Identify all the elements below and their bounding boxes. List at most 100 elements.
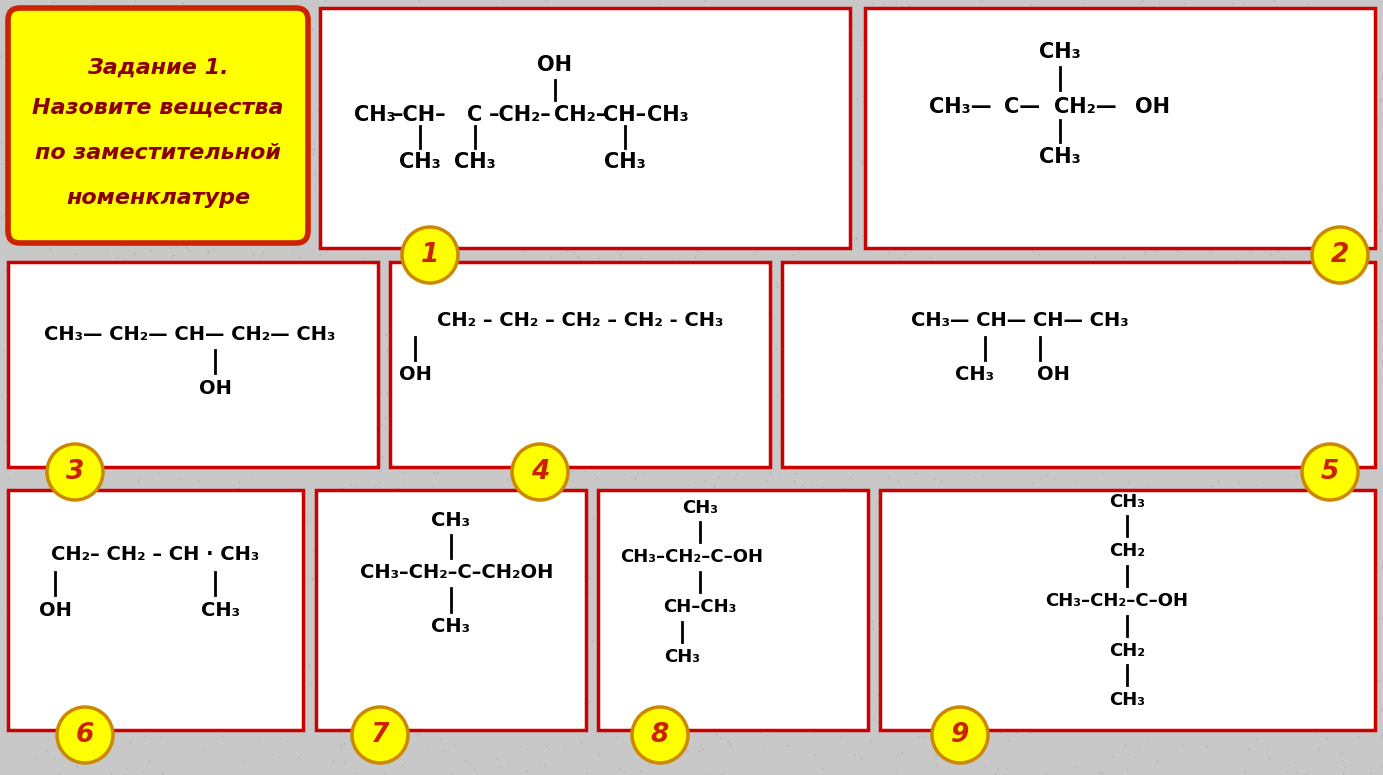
Point — [235, 322, 257, 335]
Point — [423, 556, 445, 569]
Point — [458, 334, 480, 346]
Point — [1191, 374, 1213, 386]
Circle shape — [632, 707, 687, 763]
Point — [591, 95, 613, 107]
Point — [1268, 76, 1290, 88]
Point — [960, 449, 982, 462]
Point — [285, 362, 307, 374]
Point — [1167, 49, 1189, 61]
Point — [1296, 125, 1318, 137]
Point — [11, 109, 33, 121]
Point — [686, 672, 708, 684]
Point — [833, 495, 855, 508]
Circle shape — [1301, 444, 1358, 500]
Text: OH: OH — [1037, 366, 1069, 384]
Point — [752, 120, 774, 133]
Point — [820, 289, 842, 301]
Point — [111, 0, 133, 12]
Point — [632, 36, 654, 49]
Point — [993, 119, 1015, 132]
Point — [458, 104, 480, 116]
Point — [183, 334, 205, 346]
Point — [239, 488, 261, 501]
Point — [278, 352, 300, 364]
Point — [8, 713, 30, 725]
Point — [224, 257, 246, 270]
Point — [127, 115, 149, 127]
Point — [1271, 151, 1293, 164]
Point — [1245, 234, 1267, 246]
Point — [1231, 367, 1253, 379]
Point — [1044, 661, 1066, 673]
Point — [32, 463, 54, 475]
Point — [113, 390, 136, 402]
Point — [427, 430, 449, 443]
Point — [639, 757, 661, 770]
Point — [0, 265, 18, 277]
Point — [397, 629, 419, 642]
Point — [53, 147, 75, 160]
Point — [578, 360, 600, 373]
Point — [799, 577, 822, 589]
Point — [708, 550, 730, 563]
Point — [223, 626, 245, 639]
Point — [671, 216, 693, 229]
Point — [32, 255, 54, 267]
Point — [409, 505, 431, 518]
Point — [584, 76, 606, 88]
Point — [1075, 215, 1097, 227]
Point — [429, 368, 451, 381]
Point — [815, 423, 837, 436]
Point — [638, 81, 660, 93]
Point — [1362, 678, 1383, 691]
Point — [409, 135, 431, 147]
Point — [303, 143, 325, 156]
Point — [1268, 692, 1290, 704]
Point — [271, 356, 293, 368]
Point — [393, 465, 415, 477]
Point — [802, 683, 824, 695]
Point — [112, 691, 134, 704]
Point — [1123, 90, 1145, 102]
Point — [1252, 206, 1274, 219]
Point — [967, 702, 989, 715]
Point — [757, 492, 779, 505]
Point — [48, 140, 71, 152]
Point — [219, 219, 241, 232]
Point — [387, 565, 409, 577]
Text: CH₃–CH₂–C–OH: CH₃–CH₂–C–OH — [1046, 592, 1188, 610]
Point — [672, 522, 694, 534]
Point — [166, 158, 188, 170]
Point — [1310, 362, 1332, 374]
Point — [384, 456, 407, 468]
Point — [207, 282, 230, 294]
Point — [188, 115, 210, 128]
Point — [39, 242, 61, 254]
Point — [687, 407, 709, 419]
Point — [810, 27, 833, 40]
Point — [987, 153, 1010, 165]
Point — [820, 535, 842, 547]
Point — [120, 325, 142, 337]
Point — [37, 638, 59, 650]
Point — [994, 704, 1017, 716]
Point — [466, 386, 488, 398]
Point — [802, 9, 824, 22]
Point — [570, 264, 592, 276]
Text: CH–: CH– — [603, 105, 647, 125]
Point — [51, 220, 73, 232]
Point — [921, 228, 943, 240]
Point — [83, 0, 105, 11]
Point — [957, 145, 979, 157]
Text: CH₃: CH₃ — [431, 618, 470, 636]
Point — [535, 559, 557, 571]
Point — [160, 527, 183, 539]
Point — [968, 341, 990, 353]
Point — [936, 732, 958, 744]
Point — [617, 712, 639, 725]
Point — [4, 353, 26, 366]
Point — [692, 743, 714, 756]
Point — [639, 164, 661, 177]
Point — [30, 106, 53, 119]
Point — [212, 548, 234, 560]
